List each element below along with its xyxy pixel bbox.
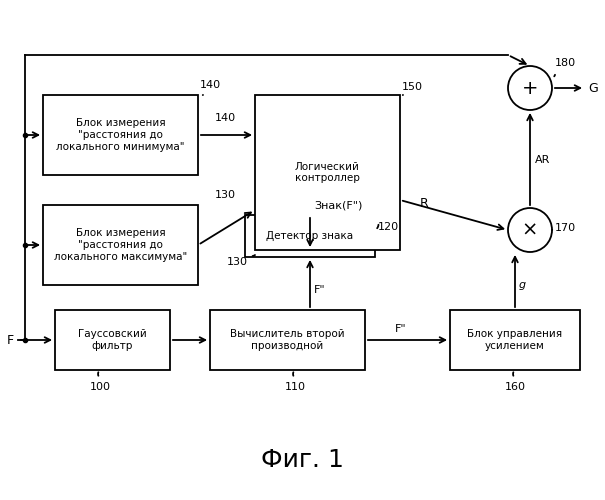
Bar bbox=[255, 95, 400, 250]
Text: Блок измерения
"расстояния до
локального минимума": Блок измерения "расстояния до локального… bbox=[56, 118, 185, 152]
Text: R: R bbox=[420, 197, 429, 210]
Text: 110: 110 bbox=[284, 382, 306, 392]
Text: ×: × bbox=[522, 220, 538, 240]
Text: G: G bbox=[588, 82, 598, 94]
Text: F: F bbox=[7, 334, 14, 347]
Text: Фиг. 1: Фиг. 1 bbox=[261, 448, 344, 472]
Text: Гауссовский
фильтр: Гауссовский фильтр bbox=[78, 329, 147, 351]
Text: Знак(F"): Знак(F") bbox=[314, 200, 362, 210]
Bar bbox=[43, 205, 198, 285]
Text: 130: 130 bbox=[215, 190, 236, 200]
Text: Блок измерения
"расстояния до
локального максимума": Блок измерения "расстояния до локального… bbox=[54, 228, 187, 262]
Text: 100: 100 bbox=[90, 382, 111, 392]
Text: 140: 140 bbox=[200, 80, 221, 90]
Circle shape bbox=[508, 208, 552, 252]
Text: Вычислитель второй
производной: Вычислитель второй производной bbox=[230, 329, 345, 351]
Text: F": F" bbox=[314, 285, 325, 295]
Text: Логический
контроллер: Логический контроллер bbox=[295, 162, 360, 184]
Text: g: g bbox=[519, 280, 526, 290]
Bar bbox=[450, 310, 580, 370]
Text: AR: AR bbox=[535, 155, 551, 165]
Bar bbox=[55, 310, 170, 370]
Bar bbox=[210, 310, 365, 370]
Bar bbox=[43, 95, 198, 175]
Bar bbox=[245, 215, 375, 257]
Circle shape bbox=[508, 66, 552, 110]
Text: 180: 180 bbox=[555, 58, 576, 68]
Text: 120: 120 bbox=[378, 222, 399, 232]
Text: 150: 150 bbox=[402, 82, 423, 92]
Text: F": F" bbox=[395, 324, 407, 334]
Text: +: + bbox=[522, 78, 538, 98]
Text: 140: 140 bbox=[215, 113, 236, 123]
Text: Детектор знака: Детектор знака bbox=[266, 231, 353, 241]
Text: Блок управления
усилением: Блок управления усилением bbox=[468, 329, 563, 351]
Text: 160: 160 bbox=[505, 382, 526, 392]
Text: 130: 130 bbox=[227, 257, 248, 267]
Text: 170: 170 bbox=[555, 223, 576, 233]
